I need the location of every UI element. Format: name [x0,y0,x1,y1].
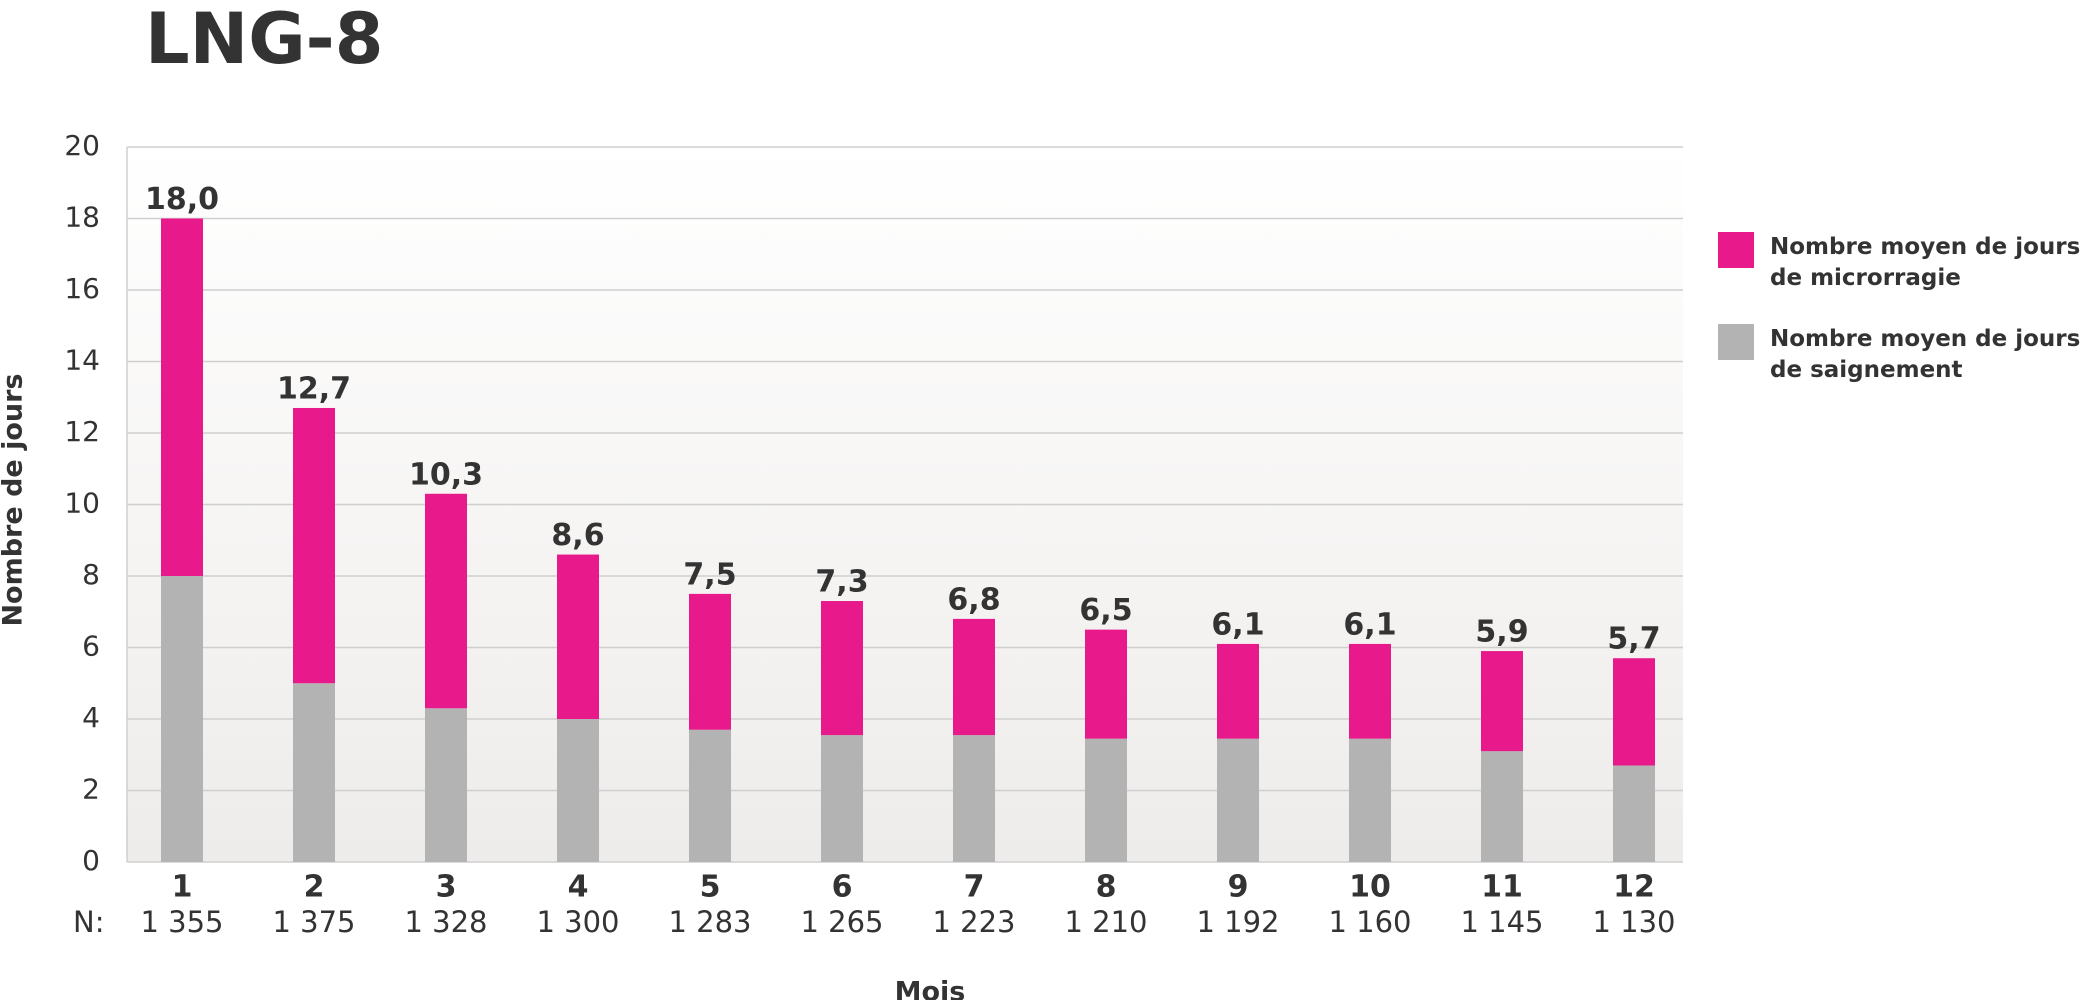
total-label: 6,1 [1211,607,1264,642]
x-tick-label: 10 [1349,870,1391,905]
n-row-label: N: [73,905,104,939]
total-label: 8,6 [551,518,604,553]
x-tick-label: 4 [568,870,589,905]
n-value: 1 210 [1064,905,1147,939]
n-value: 1 130 [1592,905,1675,939]
total-label: 6,5 [1079,593,1132,628]
y-tick-label: 0 [82,844,100,877]
bar-segment [557,719,599,862]
n-value: 1 265 [800,905,883,939]
bar-segment [689,729,731,862]
total-label: 12,7 [277,371,351,406]
bar-segment [821,735,863,862]
bar-segment [1613,658,1655,766]
y-tick-label: 16 [64,272,100,305]
bar-segment [1481,651,1523,752]
bar-segment [1349,643,1391,739]
chart-title: LNG-8 [145,0,383,80]
legend-swatch [1718,324,1754,360]
total-label: 6,8 [947,582,1000,617]
bar-segment [953,735,995,862]
total-label: 18,0 [145,182,219,217]
bar-segment [1085,629,1127,739]
bar-segment [293,407,335,684]
bar-segment [1217,738,1259,862]
n-value: 1 192 [1196,905,1279,939]
total-label: 7,5 [683,557,736,592]
bar-segment [689,593,731,730]
bar-segment [1085,738,1127,862]
total-label: 7,3 [815,565,868,600]
legend: Nombre moyen de jours de microrragie Nomb… [1718,232,2090,386]
x-tick-label: 12 [1613,870,1655,905]
x-axis-title: Mois [895,977,966,1000]
n-value: 1 375 [272,905,355,939]
y-tick-label: 2 [82,773,100,806]
n-value: 1 223 [932,905,1015,939]
x-tick-label: 7 [964,870,985,905]
bar-segment [1349,738,1391,862]
bar-segment [161,218,203,576]
y-tick-label: 20 [64,129,100,162]
bar-segment [161,576,203,862]
x-tick-label: 1 [172,870,193,905]
x-tick-label: 5 [700,870,721,905]
y-tick-label: 12 [64,415,100,448]
n-value: 1 160 [1328,905,1411,939]
bar-segment [1613,765,1655,862]
n-value: 1 328 [404,905,487,939]
y-tick-label: 18 [64,201,100,234]
y-tick-label: 14 [64,344,100,377]
x-tick-label: 8 [1096,870,1117,905]
y-tick-label: 4 [82,701,100,734]
bar-segment [1217,643,1259,739]
n-value: 1 300 [536,905,619,939]
bar-segment [425,493,467,709]
total-label: 5,9 [1475,615,1528,650]
bar-segment [821,601,863,736]
x-tick-label: 2 [304,870,325,905]
legend-swatch [1718,232,1754,268]
total-label: 10,3 [409,457,483,492]
n-value: 1 283 [668,905,751,939]
y-tick-label: 6 [82,630,100,663]
n-value: 1 145 [1460,905,1543,939]
x-tick-label: 6 [832,870,853,905]
legend-item: Nombre moyen de jours de saignement [1718,324,2090,386]
bar-segment [425,708,467,862]
x-tick-label: 3 [436,870,457,905]
x-tick-label: 9 [1228,870,1249,905]
y-axis-title: Nombre de jours [0,373,29,626]
legend-label: Nombre moyen de jours de saignement [1770,326,2081,383]
bar-segment [557,554,599,719]
x-tick-label: 11 [1481,870,1523,905]
bar-segment [293,683,335,862]
legend-label: Nombre moyen de jours de microrragie [1770,234,2081,291]
bar-segment [1481,751,1523,862]
bar-segment [953,618,995,736]
total-label: 6,1 [1343,607,1396,642]
y-tick-label: 10 [64,487,100,520]
total-label: 5,7 [1607,622,1660,657]
legend-item: Nombre moyen de jours de microrragie [1718,232,2090,294]
y-tick-label: 8 [82,558,100,591]
n-value: 1 355 [140,905,223,939]
